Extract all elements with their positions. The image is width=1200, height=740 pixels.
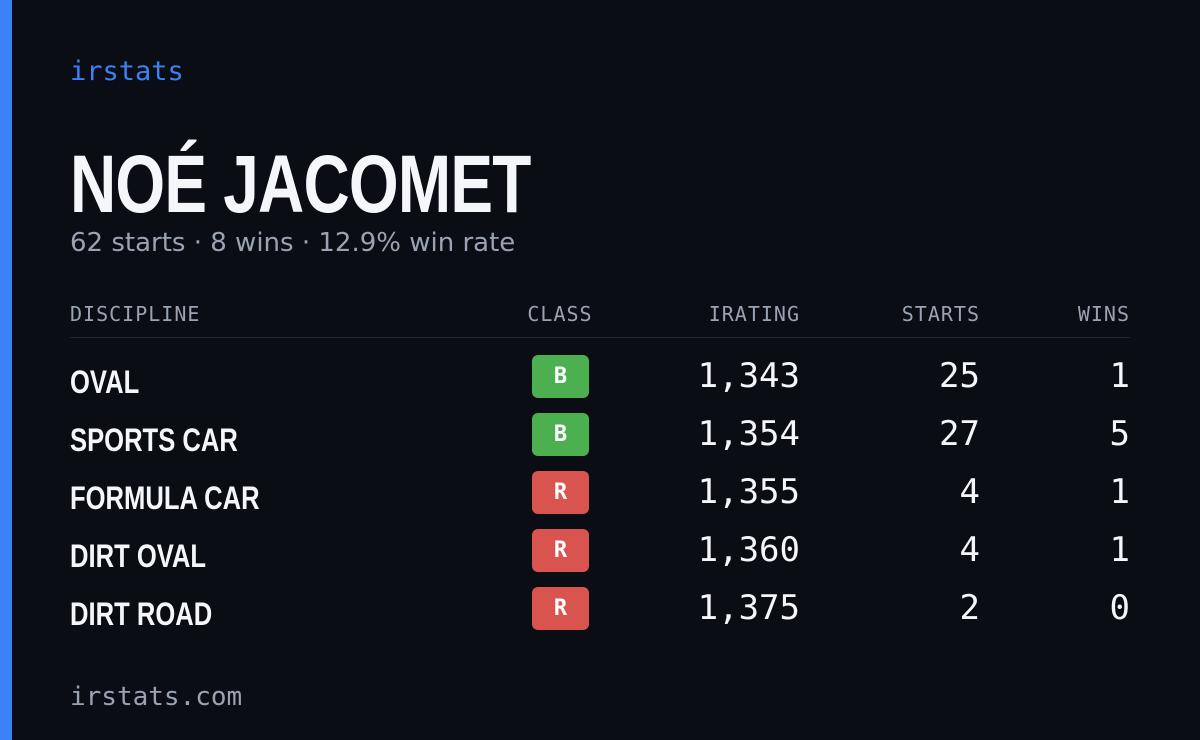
class-badge: R (532, 471, 589, 514)
irating: 1,375 (697, 588, 800, 628)
column-header: STARTS (901, 302, 980, 326)
irating: 1,343 (697, 356, 800, 396)
irating: 1,360 (697, 530, 800, 570)
header-rule (70, 337, 1130, 338)
wins: 5 (1109, 414, 1130, 454)
starts: 4 (959, 530, 980, 570)
starts: 4 (959, 472, 980, 512)
discipline: FORMULA CAR (70, 480, 260, 516)
wins: 0 (1109, 588, 1130, 628)
footer: irstats.com (70, 682, 243, 712)
starts: 27 (939, 414, 980, 454)
discipline: DIRT ROAD (70, 596, 213, 632)
discipline: SPORTS CAR (70, 422, 238, 458)
discipline: OVAL (70, 364, 140, 400)
class-badge: R (532, 529, 589, 572)
starts: 25 (939, 356, 980, 396)
subtitle: 62 starts · 8 wins · 12.9% win rate (70, 228, 516, 258)
accent-bar (0, 0, 12, 740)
column-header: IRATING (708, 302, 800, 326)
column-header: DISCIPLINE (70, 302, 201, 326)
irating: 1,354 (697, 414, 800, 454)
starts: 2 (959, 588, 980, 628)
brand: irstats (70, 56, 184, 87)
class-badge: B (532, 413, 589, 456)
wins: 1 (1109, 530, 1130, 570)
irating: 1,355 (697, 472, 800, 512)
class-badge: B (532, 355, 589, 398)
column-header: WINS (1077, 302, 1130, 326)
class-badge: R (532, 587, 589, 630)
wins: 1 (1109, 356, 1130, 396)
discipline: DIRT OVAL (70, 538, 207, 574)
wins: 1 (1109, 472, 1130, 512)
column-header: CLASS (527, 302, 593, 326)
driver-name: NOÉ JACOMET (70, 139, 531, 230)
